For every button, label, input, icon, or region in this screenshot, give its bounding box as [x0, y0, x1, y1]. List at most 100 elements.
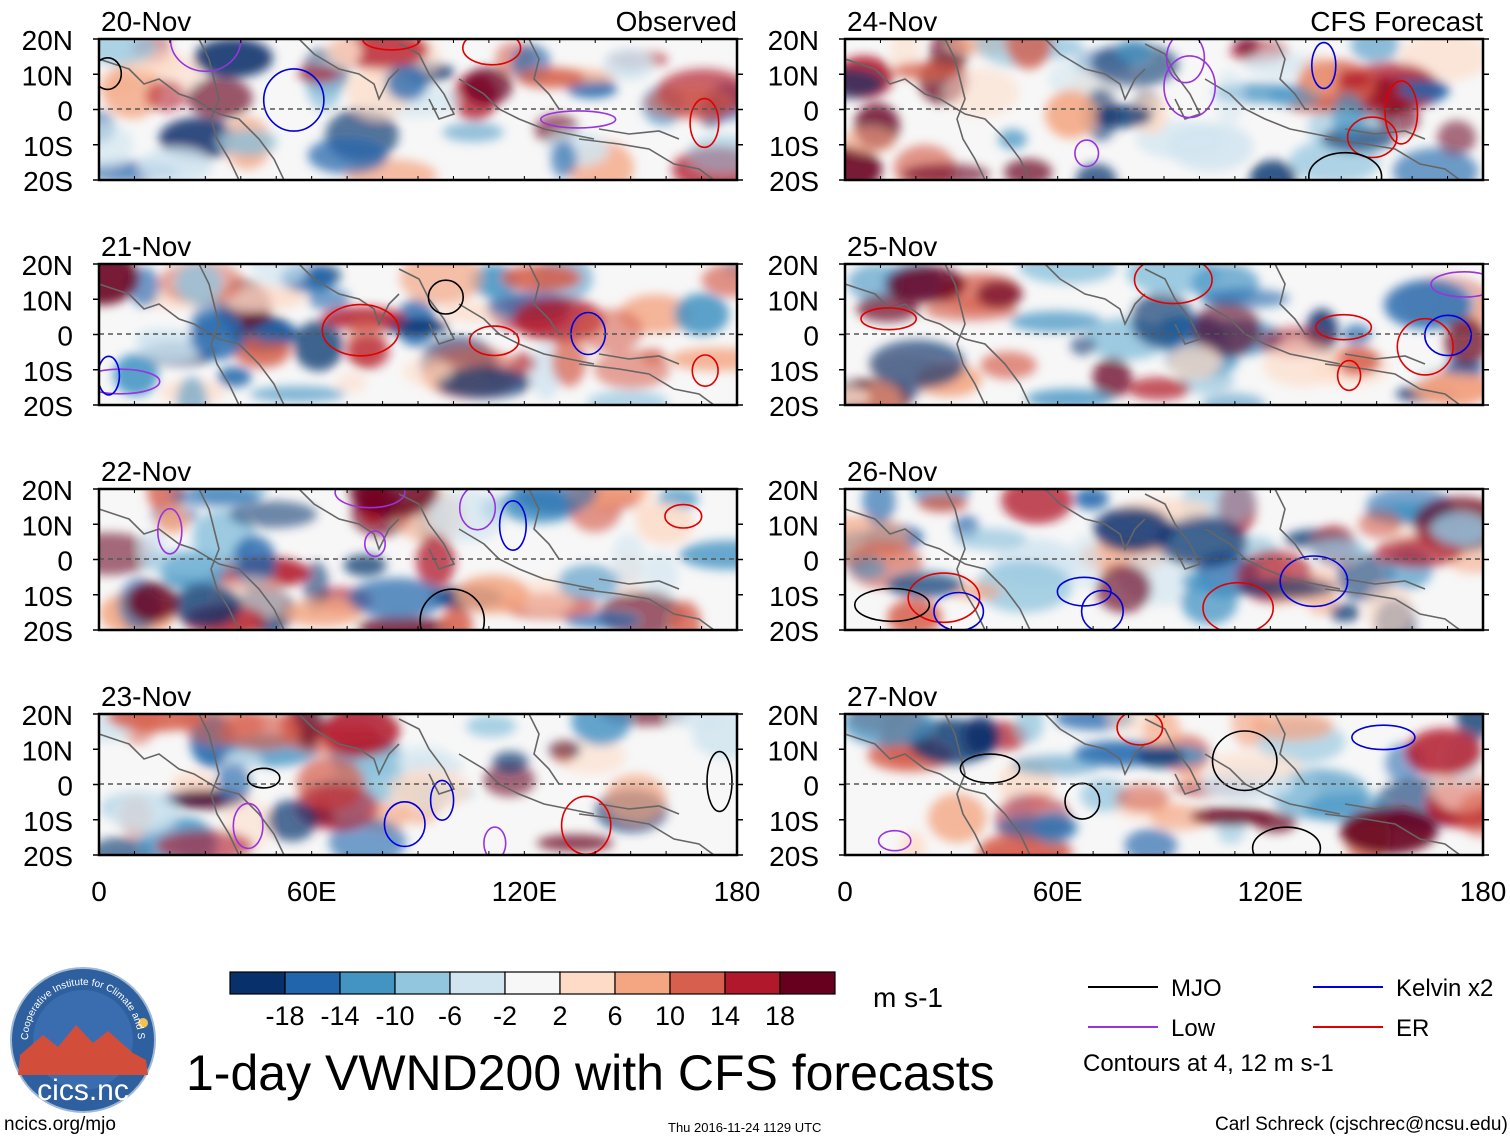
colorbar: -18 -14 -10 -6 -2 2 6 10 14 18 [229, 971, 836, 1031]
lon-label: 180 [714, 876, 761, 907]
colorbar-swatch [559, 971, 616, 995]
lat-label: 20S [23, 166, 73, 197]
lat-label: 10N [768, 735, 819, 766]
colorbar-swatch [449, 971, 506, 995]
colorbar-units: m s-1 [873, 982, 943, 1013]
colorbar-tick: -2 [493, 1001, 517, 1031]
lon-label: 120E [492, 876, 557, 907]
map-panel: 20N 10N 0 10S 20S 23-Nov [22, 681, 743, 872]
panel-tag: Observed [616, 6, 737, 37]
map-panel: 20N 10N 0 10S 20S 25-Nov [768, 231, 1489, 422]
lat-label: 20S [23, 391, 73, 422]
lon-label: 60E [287, 876, 337, 907]
lat-label: 10S [23, 581, 73, 612]
panel-date: 26-Nov [847, 456, 937, 487]
map-panels: 20N 10N 0 10S 20S 20-Nov Observed 20N 10N 0 10S 20S… [22, 6, 1507, 907]
lat-label: 20S [23, 841, 73, 872]
lon-axis: 0 60E 120E 180 [837, 876, 1506, 907]
colorbar-swatch [284, 971, 341, 995]
colorbar-tick: 6 [607, 1001, 622, 1031]
colorbar-tick: 14 [710, 1001, 740, 1031]
lat-label: 20N [22, 250, 73, 281]
colorbar-swatch [504, 971, 561, 995]
panel-date: 27-Nov [847, 681, 937, 712]
logo-text: cics.nc [37, 1074, 129, 1107]
lon-label: 120E [1238, 876, 1303, 907]
colorbar-swatch [614, 971, 671, 995]
lat-label: 0 [803, 321, 819, 352]
lat-label: 20S [23, 616, 73, 647]
lat-label: 10S [769, 806, 819, 837]
lat-label: 20N [768, 700, 819, 731]
colorbar-tick: -14 [320, 1001, 359, 1031]
colorbar-swatch [229, 971, 286, 995]
colorbar-tick: 10 [655, 1001, 685, 1031]
colorbar-swatch [724, 971, 781, 995]
footer-author: Carl Schreck (cjschrec@ncsu.edu) [1215, 1114, 1508, 1135]
map-panel: 20N 10N 0 10S 20S 20-Nov Observed [22, 6, 743, 197]
colorbar-tick: 18 [765, 1001, 795, 1031]
lon-label: 60E [1033, 876, 1083, 907]
colorbar-swatch [669, 971, 726, 995]
lat-label: 20N [22, 475, 73, 506]
panel-date: 23-Nov [101, 681, 191, 712]
lat-label: 10N [22, 735, 73, 766]
lat-label: 0 [57, 546, 73, 577]
lat-label: 10S [23, 131, 73, 162]
map-panel: 20N 10N 0 10S 20S 24-Nov CFS Forecast [768, 6, 1489, 197]
map-panel: 20N 10N 0 10S 20S 21-Nov [22, 231, 743, 422]
lat-label: 0 [57, 321, 73, 352]
lat-label: 20S [769, 166, 819, 197]
colorbar-swatch [779, 971, 836, 995]
lat-label: 10S [769, 131, 819, 162]
colorbar-tick: -18 [265, 1001, 304, 1031]
lat-label: 10N [22, 510, 73, 541]
lat-label: 0 [803, 96, 819, 127]
footer-timestamp: Thu 2016-11-24 1129 UTC [668, 1120, 822, 1135]
lat-label: 20S [769, 391, 819, 422]
lat-label: 20N [22, 25, 73, 56]
lat-label: 0 [803, 546, 819, 577]
panel-date: 21-Nov [101, 231, 191, 262]
lat-label: 0 [57, 96, 73, 127]
map-panel: 20N 10N 0 10S 20S 22-Nov [22, 456, 743, 647]
lat-label: 0 [57, 771, 73, 802]
panel-tag: CFS Forecast [1310, 6, 1483, 37]
lat-label: 10N [768, 510, 819, 541]
legend-label: Kelvin x2 [1396, 975, 1493, 1002]
contour-note: Contours at 4, 12 m s-1 [1083, 1050, 1334, 1077]
panel-date: 20-Nov [101, 6, 191, 37]
lat-label: 20N [768, 250, 819, 281]
lat-label: 10N [768, 60, 819, 91]
lon-label: 180 [1460, 876, 1507, 907]
lat-label: 20N [768, 475, 819, 506]
colorbar-tick: -10 [375, 1001, 414, 1031]
colorbar-swatch [394, 971, 451, 995]
contour-legend: MJO Kelvin x2 Low ER [1088, 975, 1493, 1042]
legend-label: Low [1171, 1015, 1216, 1042]
lat-label: 10N [22, 60, 73, 91]
panel-date: 22-Nov [101, 456, 191, 487]
lat-label: 10N [22, 285, 73, 316]
figure-title: 1-day VWND200 with CFS forecasts [186, 1045, 995, 1101]
panel-date: 25-Nov [847, 231, 937, 262]
lon-label: 0 [91, 876, 107, 907]
footer-link[interactable]: ncics.org/mjo [4, 1114, 116, 1135]
lat-label: 20N [22, 700, 73, 731]
colorbar-tick: -6 [438, 1001, 462, 1031]
legend-label: MJO [1171, 975, 1222, 1002]
colorbar-tick: 2 [552, 1001, 567, 1031]
lat-label: 20S [769, 841, 819, 872]
lat-label: 10S [23, 806, 73, 837]
lat-label: 10S [769, 581, 819, 612]
map-panel: 20N 10N 0 10S 20S 27-Nov [768, 681, 1489, 872]
lon-label: 0 [837, 876, 853, 907]
lat-label: 10S [769, 356, 819, 387]
lat-label: 20S [769, 616, 819, 647]
legend-label: ER [1396, 1015, 1429, 1042]
lon-axis: 0 60E 120E 180 [91, 876, 760, 907]
lat-label: 0 [803, 771, 819, 802]
cics-logo: Cooperative Institute for Climate and Sa… [8, 965, 156, 1113]
colorbar-swatch [339, 971, 396, 995]
lat-label: 20N [768, 25, 819, 56]
